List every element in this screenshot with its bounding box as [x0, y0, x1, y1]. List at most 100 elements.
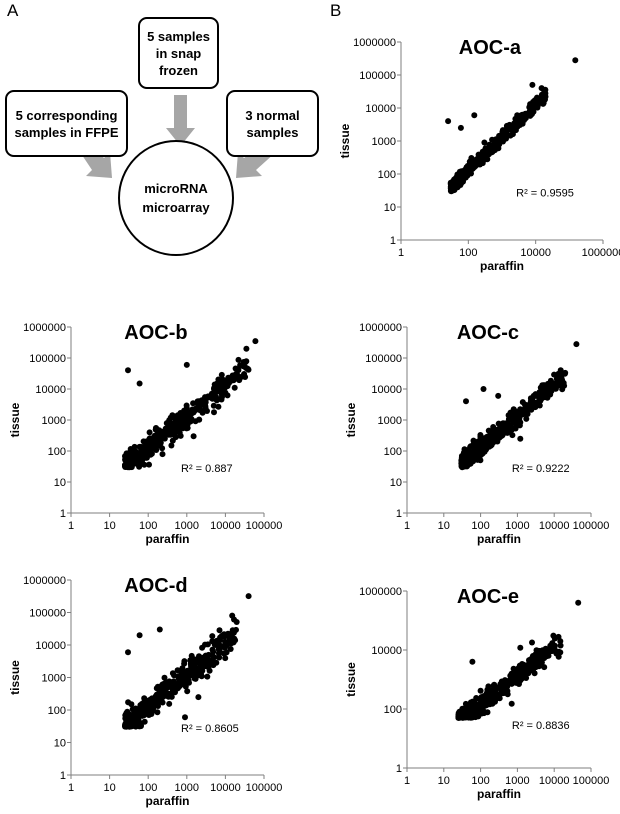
data-point — [531, 663, 537, 670]
data-point — [141, 718, 148, 725]
data-point — [479, 435, 486, 442]
x-axis-label: paraffin — [145, 794, 189, 808]
data-point — [159, 699, 166, 706]
data-point — [480, 386, 487, 392]
data-point — [481, 139, 488, 146]
data-point — [227, 646, 234, 652]
data-point — [233, 619, 240, 625]
normal-samples-box: 3 normal samples — [226, 90, 319, 157]
x-tick-label: 100000 — [573, 520, 610, 532]
data-point — [164, 690, 171, 697]
x-tick-label: 1 — [404, 775, 410, 787]
data-point — [488, 144, 494, 151]
data-point — [229, 612, 236, 619]
data-point — [493, 437, 500, 444]
data-point — [184, 425, 191, 431]
data-point — [169, 426, 176, 432]
x-tick-label: 100 — [471, 775, 489, 787]
data-point — [154, 709, 161, 716]
data-point — [522, 402, 529, 409]
data-point — [451, 176, 458, 183]
data-point — [469, 714, 476, 721]
data-point — [547, 647, 553, 654]
data-point — [484, 437, 491, 444]
data-point — [527, 112, 534, 119]
data-point — [127, 716, 134, 723]
chart-title: AOC-b — [124, 322, 187, 344]
data-point — [205, 393, 212, 400]
arrow-top — [166, 95, 195, 146]
data-point — [451, 187, 458, 194]
x-tick-label: 10000 — [539, 775, 570, 787]
y-tick-label: 100 — [48, 446, 66, 458]
y-tick-label: 1 — [396, 508, 402, 520]
r-squared-label: R² = 0.8836 — [512, 720, 570, 732]
y-tick-label: 100 — [384, 446, 402, 458]
data-point — [464, 456, 471, 463]
data-point — [183, 361, 190, 368]
data-point — [134, 712, 141, 719]
data-point — [477, 701, 484, 707]
data-point — [457, 177, 464, 184]
y-tick-label: 100000 — [29, 353, 66, 365]
y-tick-label: 10 — [54, 477, 66, 489]
y-tick-label: 1000000 — [23, 575, 66, 587]
data-point — [207, 659, 214, 666]
data-point — [122, 712, 129, 719]
data-point — [528, 397, 534, 404]
x-tick-label: 10000 — [210, 520, 241, 532]
data-point — [125, 367, 131, 374]
data-point — [471, 112, 478, 119]
data-point — [463, 398, 469, 405]
chart-title: AOC-a — [459, 37, 522, 59]
y-tick-label: 10000 — [371, 645, 402, 657]
x-tick-label: 1000 — [505, 775, 529, 787]
data-point — [202, 403, 209, 410]
data-point — [169, 437, 176, 444]
x-tick-label: 1 — [68, 520, 74, 532]
y-tick-label: 1000000 — [23, 322, 66, 334]
data-point — [210, 653, 217, 660]
data-point — [240, 362, 247, 369]
x-tick-label: 10000 — [539, 520, 570, 532]
data-point — [152, 445, 159, 452]
data-point — [127, 722, 134, 729]
data-point — [195, 694, 202, 701]
data-point — [489, 136, 496, 143]
y-tick-label: 1 — [60, 770, 66, 782]
data-point — [209, 633, 216, 640]
data-point — [512, 115, 519, 122]
data-point — [491, 681, 498, 688]
microarray-circle: microRNA microarray — [118, 140, 234, 256]
data-point — [230, 636, 237, 643]
data-point — [464, 713, 471, 720]
data-point — [150, 706, 156, 713]
x-tick-label: 1 — [398, 247, 404, 259]
data-point — [241, 371, 248, 377]
data-point — [184, 688, 191, 695]
data-point — [243, 345, 250, 352]
data-point — [198, 666, 205, 673]
x-tick-label: 1 — [404, 520, 410, 532]
data-point — [182, 714, 188, 721]
data-point — [133, 451, 140, 458]
data-point — [469, 701, 476, 707]
y-tick-label: 100 — [378, 169, 396, 181]
data-point — [205, 663, 212, 670]
data-point — [541, 664, 548, 671]
data-point — [492, 698, 498, 705]
data-point — [178, 418, 185, 425]
data-point — [217, 636, 223, 643]
data-point — [529, 106, 536, 113]
data-point — [224, 641, 231, 648]
y-tick-label: 1000 — [42, 673, 66, 685]
data-point — [211, 641, 218, 648]
data-point — [463, 702, 470, 709]
data-point — [122, 453, 128, 460]
data-point — [547, 642, 554, 649]
data-point — [468, 706, 475, 713]
data-point — [141, 461, 148, 468]
data-point — [196, 416, 202, 423]
data-point — [534, 103, 541, 110]
